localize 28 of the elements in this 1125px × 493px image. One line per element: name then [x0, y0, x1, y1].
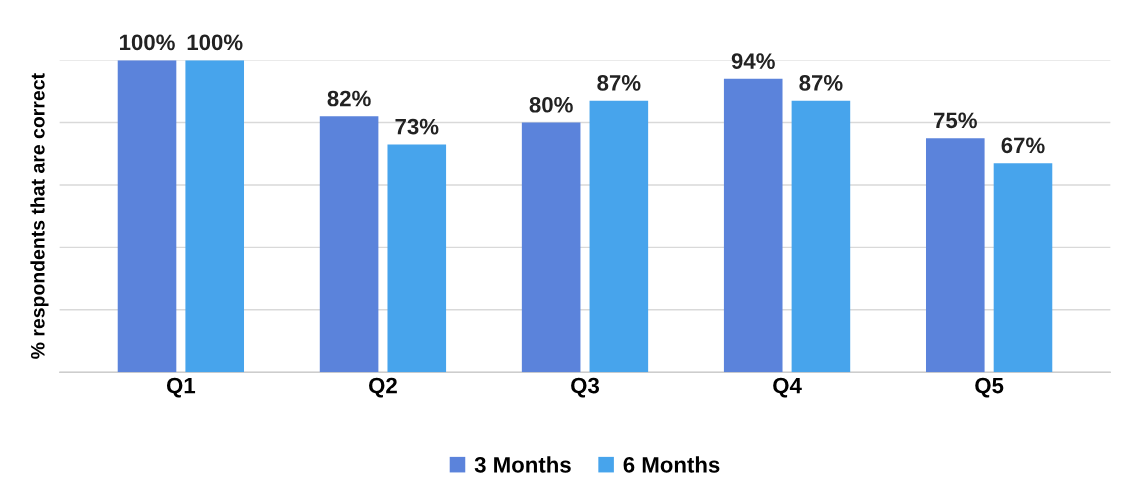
data-label: 73% — [395, 118, 439, 135]
data-label: 94% — [731, 53, 775, 69]
data-label: 67% — [1001, 137, 1045, 154]
bar — [117, 60, 177, 373]
data-label: 87% — [597, 75, 641, 91]
bar — [185, 60, 245, 373]
bar — [319, 116, 379, 373]
data-label: 100% — [187, 34, 243, 51]
x-tick-label: Q5 — [975, 377, 1004, 398]
bar — [925, 138, 985, 373]
data-label: 100% — [120, 34, 175, 51]
bar — [723, 78, 783, 373]
x-tick-label: Q2 — [369, 377, 397, 398]
bar — [589, 100, 649, 373]
data-label: 87% — [799, 75, 843, 91]
x-tick-label: Q1 — [166, 377, 196, 398]
legend-label: 3 Months — [474, 456, 571, 473]
x-tick-label: Q4 — [773, 377, 802, 398]
data-label: 75% — [934, 112, 977, 129]
bar — [791, 100, 851, 373]
x-tick-label: Q3 — [571, 377, 600, 398]
y-axis-title: % respondents that are correct — [30, 73, 49, 359]
bar — [387, 144, 447, 373]
bar — [993, 163, 1053, 373]
bar — [521, 122, 581, 373]
data-label: 80% — [529, 96, 573, 113]
data-label: 82% — [327, 90, 371, 107]
legend-label: 6 Months — [623, 456, 720, 473]
